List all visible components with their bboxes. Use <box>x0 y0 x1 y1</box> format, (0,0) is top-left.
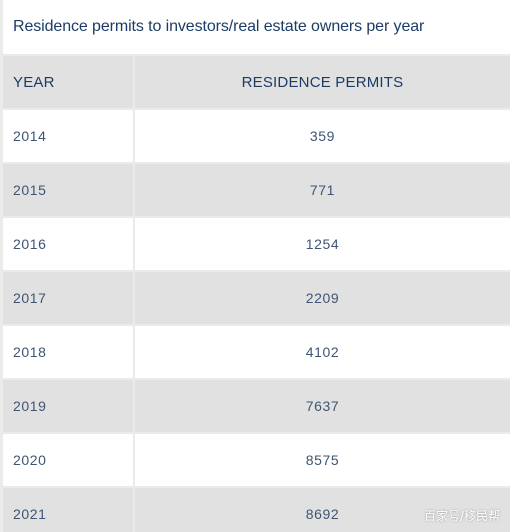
table-row: 2021 8692 <box>3 488 510 532</box>
permits-cell: 8692 <box>135 488 510 532</box>
year-cell: 2015 <box>3 164 133 216</box>
table-body: 2014 359 2015 771 2016 1254 2017 2209 2018 4102 20… <box>3 110 510 532</box>
permits-cell: 1254 <box>135 218 510 270</box>
year-cell: 2019 <box>3 380 133 432</box>
year-cell: 2014 <box>3 110 133 162</box>
table-row: 2015 771 <box>3 164 510 216</box>
watermark: 百家号/移民帮 <box>423 509 500 523</box>
year-cell: 2016 <box>3 218 133 270</box>
year-cell: 2021 <box>3 488 133 532</box>
permits-cell: 8575 <box>135 434 510 486</box>
table-row: 2018 4102 <box>3 326 510 378</box>
table-row: 2019 7637 <box>3 380 510 432</box>
permits-table: YEAR RESIDENCE PERMITS 2014 359 2015 771 201… <box>3 56 510 532</box>
table-row: 2020 8575 <box>3 434 510 486</box>
permits-cell: 7637 <box>135 380 510 432</box>
year-cell: 2018 <box>3 326 133 378</box>
table-row: 2017 2209 <box>3 272 510 324</box>
header-year: YEAR <box>3 56 133 108</box>
year-cell: 2020 <box>3 434 133 486</box>
permits-cell: 2209 <box>135 272 510 324</box>
table-header-row: YEAR RESIDENCE PERMITS <box>3 56 510 108</box>
year-cell: 2017 <box>3 272 133 324</box>
permits-cell: 359 <box>135 110 510 162</box>
table-row: 2016 1254 <box>3 218 510 270</box>
permits-cell: 4102 <box>135 326 510 378</box>
table-row: 2014 359 <box>3 110 510 162</box>
permits-cell: 771 <box>135 164 510 216</box>
header-residence-permits: RESIDENCE PERMITS <box>135 56 510 108</box>
table-caption: Residence permits to investors/real esta… <box>3 0 510 54</box>
